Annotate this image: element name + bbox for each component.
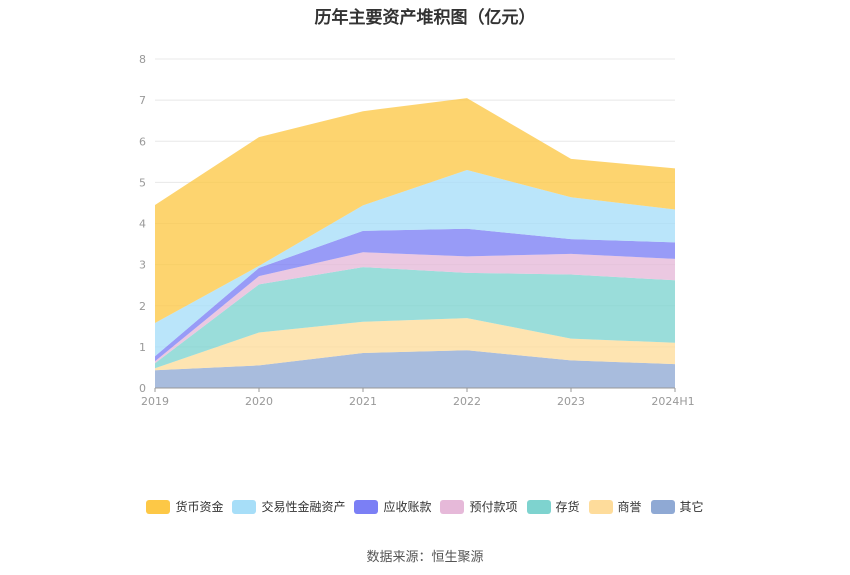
legend-label: 预付款项 xyxy=(469,500,518,514)
x-tick-label: 2020 xyxy=(245,395,273,408)
y-tick-label: 6 xyxy=(139,135,146,148)
legend-label: 应收账款 xyxy=(383,500,432,514)
legend-item[interactable]: 预付款项 xyxy=(440,498,518,515)
legend-swatch xyxy=(354,499,379,514)
legend-item[interactable]: 交易性金融资产 xyxy=(232,498,345,515)
area-series-商誉 xyxy=(155,318,675,371)
legend-swatch xyxy=(526,499,551,514)
x-tick-label: 2024H1 xyxy=(651,395,694,408)
legend-swatch xyxy=(440,499,465,514)
area-series-存货 xyxy=(155,267,675,369)
legend-item[interactable]: 货币资金 xyxy=(146,498,223,515)
y-tick-label: 4 xyxy=(139,218,146,231)
legend-swatch xyxy=(650,499,675,514)
area-series-预付款项 xyxy=(155,252,675,364)
y-tick-label: 1 xyxy=(139,341,146,354)
chart-title: 历年主要资产堆积图（亿元） xyxy=(314,8,536,28)
y-tick-label: 0 xyxy=(139,382,146,395)
legend-label: 其它 xyxy=(679,500,704,514)
area-series-交易性金融资产 xyxy=(155,170,675,357)
legend-item[interactable]: 应收账款 xyxy=(354,498,431,515)
legend-swatch xyxy=(588,499,613,514)
legend-label: 存货 xyxy=(555,500,580,514)
y-tick-label: 5 xyxy=(139,176,146,189)
legend-item[interactable]: 存货 xyxy=(526,498,580,515)
axes: 0 1 2 3 4 5 6 7 8 2019 2020 2021 2022 2023 2024H1 xyxy=(139,53,695,408)
x-tick-label: 2021 xyxy=(349,395,377,408)
stacked-area-chart: 0 1 2 3 4 5 6 7 8 2019 2020 2021 2022 2023 2024H1 xyxy=(139,53,695,408)
y-tick-label: 8 xyxy=(139,53,146,66)
legend-item[interactable]: 其它 xyxy=(650,498,704,515)
area-series xyxy=(155,98,675,388)
legend: 货币资金 交易性金融资产 应收账款 预付款项 存货 商誉 其它 xyxy=(0,498,850,515)
source-note: 数据来源：恒生聚源 xyxy=(366,550,484,565)
legend-label: 货币资金 xyxy=(175,500,224,514)
legend-swatch xyxy=(146,499,171,514)
area-series-应收账款 xyxy=(155,228,675,362)
x-tick-label: 2019 xyxy=(141,395,169,408)
legend-item[interactable]: 商誉 xyxy=(588,498,642,515)
legend-swatch xyxy=(232,499,257,514)
area-series-货币资金 xyxy=(155,98,675,323)
legend-label: 交易性金融资产 xyxy=(261,500,346,514)
x-tick-label: 2022 xyxy=(453,395,481,408)
x-tick-label: 2023 xyxy=(557,395,585,408)
y-tick-label: 3 xyxy=(139,259,146,272)
y-tick-label: 2 xyxy=(139,300,146,313)
area-series-其它 xyxy=(155,350,675,388)
legend-label: 商誉 xyxy=(617,500,642,514)
y-tick-label: 7 xyxy=(139,94,146,107)
